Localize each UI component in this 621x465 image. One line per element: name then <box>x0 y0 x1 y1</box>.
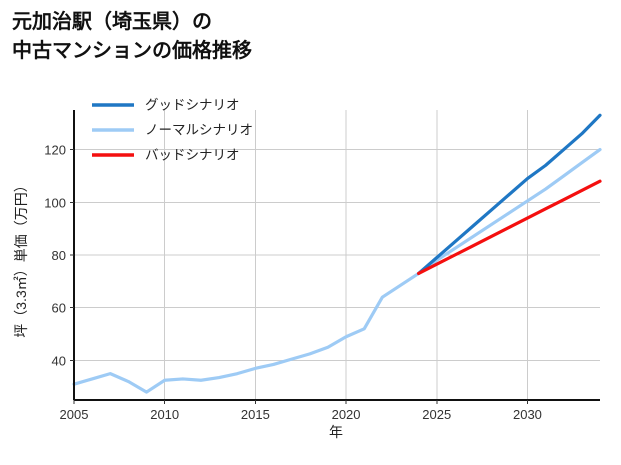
y-tick-label: 60 <box>52 301 66 316</box>
y-axis-label: 坪（3.3㎡）単価（万円） <box>13 178 29 337</box>
page-title: 元加治駅（埼玉県）の 中古マンションの価格推移 <box>12 11 252 62</box>
x-tick-label: 2015 <box>241 407 270 422</box>
y-tick-label: 80 <box>52 248 66 263</box>
legend-label: バッドシナリオ <box>145 148 240 163</box>
x-tick-label: 2020 <box>332 407 361 422</box>
legend-label: ノーマルシナリオ <box>145 123 253 138</box>
data-series-group <box>72 113 602 394</box>
y-tick-label: 100 <box>44 195 66 210</box>
series-line-good <box>417 113 602 276</box>
x-tick-label: 2025 <box>422 407 451 422</box>
x-axis-ticks: 2005 2010 2015 2020 2025 2030 <box>60 400 542 422</box>
x-tick-label: 2005 <box>60 407 89 422</box>
legend-label: グッドシナリオ <box>145 98 240 113</box>
y-tick-label: 120 <box>44 143 66 158</box>
x-tick-label: 2010 <box>150 407 179 422</box>
gridlines <box>74 110 600 400</box>
series-line-bad <box>417 179 602 276</box>
series-line-normal <box>72 147 602 394</box>
y-axis-ticks: 40 60 80 100 120 <box>44 143 74 368</box>
y-tick-label: 40 <box>52 353 66 368</box>
x-tick-label: 2030 <box>513 407 542 422</box>
x-axis-label: 年 <box>329 424 343 440</box>
